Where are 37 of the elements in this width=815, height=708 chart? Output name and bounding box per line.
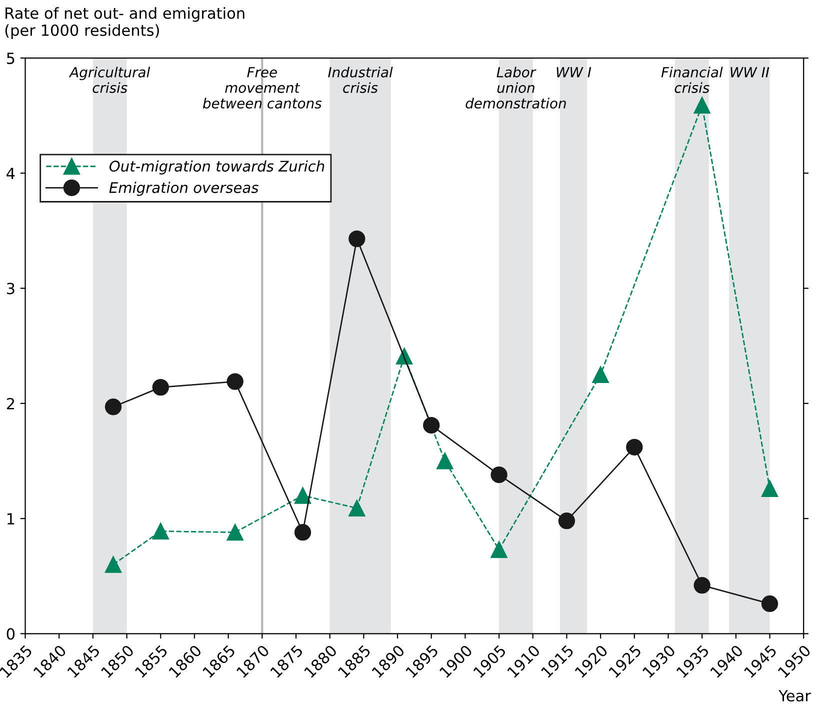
band-label: WW I [556,67,592,78]
point [694,576,710,594]
point [490,466,508,484]
legend-label: Out-migration towards Zurich [109,160,324,175]
x-axis-title: Year [778,690,811,702]
y-tick-label: 3 [6,282,14,294]
y-tick-label: 4 [6,168,15,179]
point [226,373,244,390]
point [152,378,169,396]
y-tick-label: 1 [8,513,14,524]
point [104,556,122,573]
band-label: Agricultural crisis [68,66,150,93]
y-tick-label: 2 [6,398,14,410]
point [761,480,778,497]
point [294,524,312,541]
band-label: Financial crisis [661,66,723,93]
point [490,541,508,558]
point [348,230,366,248]
ref-line-label: Free movement between cantons [202,67,322,109]
legend-label: Emigration overseas [109,182,258,196]
point [152,522,169,540]
y-tick-label: 5 [7,52,14,64]
point [423,416,440,434]
point [626,438,643,456]
point [294,487,312,504]
point [694,96,710,114]
point [592,366,609,383]
band-label: Industrial crisis [328,66,393,93]
point [226,524,244,541]
y-tick-label: 0 [6,628,15,640]
band-label: WW II [730,67,770,78]
point [104,398,122,416]
point [436,452,454,470]
point [348,500,366,517]
point [558,512,576,530]
y-axis-title: Rate of net out- and emigration (per 1000 residents) [5,7,244,39]
point [761,595,778,612]
